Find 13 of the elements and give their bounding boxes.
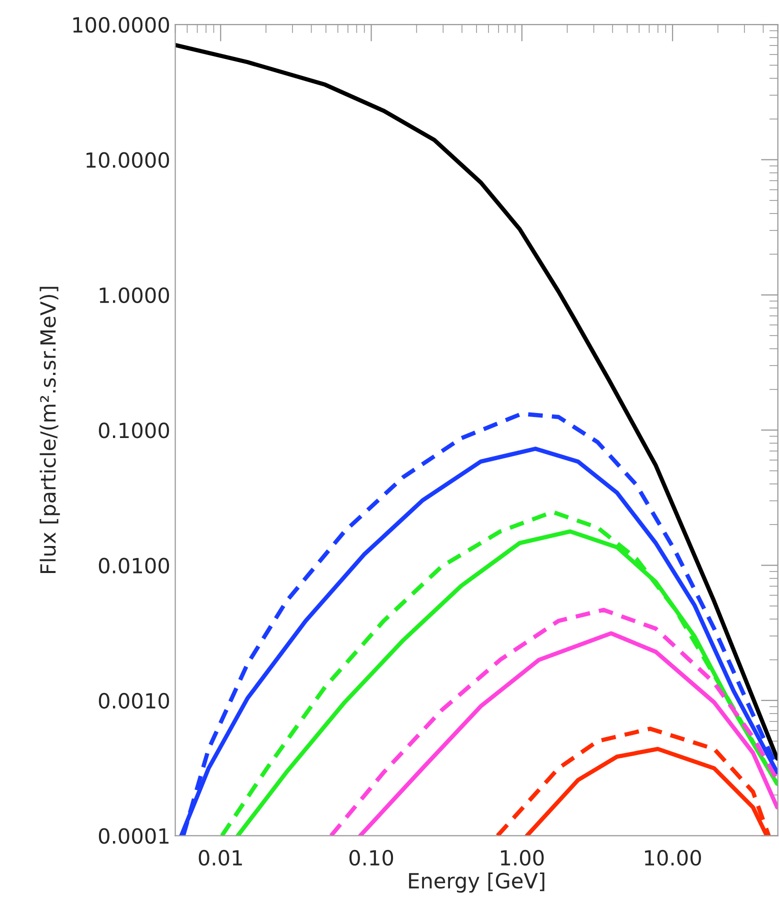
x-tick-label: 0.01: [198, 850, 242, 866]
y-axis-title: Flux [particle/(m².s.sr.MeV)]: [40, 286, 60, 574]
x-tick-label: 1.00: [500, 850, 544, 866]
y-tick-label: 0.1000: [98, 422, 170, 438]
y-tick-label: 100.0000: [73, 16, 170, 33]
y-tick-label: 0.0001: [98, 828, 168, 844]
y-tick-label: 10.0000: [86, 152, 170, 168]
y-tick-label: 0.0100: [98, 558, 170, 574]
x-axis-title: Energy [GeV]: [409, 872, 544, 893]
y-tick-label: 1.0000: [100, 287, 170, 304]
x-tick-label: 10.00: [645, 850, 701, 866]
x-tick-label: 0.10: [349, 850, 394, 866]
y-tick-label: 0.0010: [98, 692, 170, 709]
